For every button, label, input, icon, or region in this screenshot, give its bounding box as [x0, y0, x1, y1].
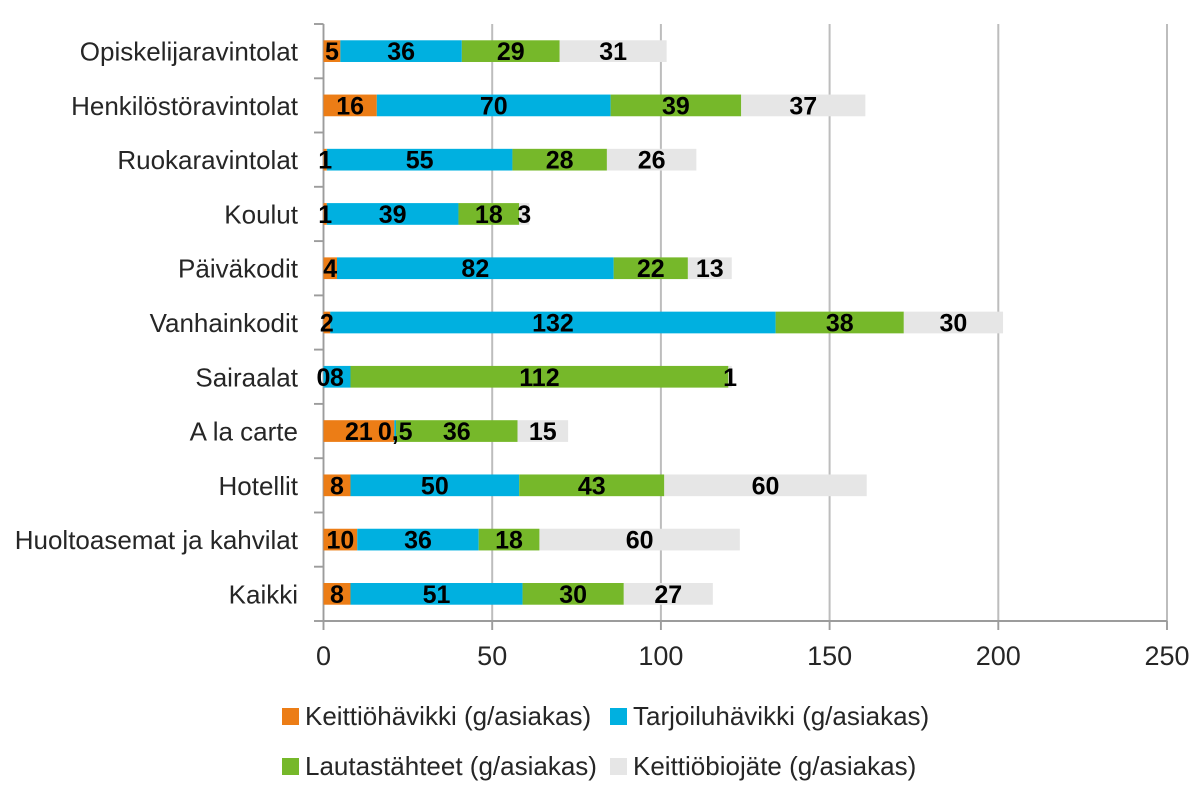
svg-text:1: 1 [318, 147, 332, 175]
svg-text:15: 15 [529, 418, 557, 446]
svg-text:100: 100 [638, 641, 683, 671]
svg-text:Opiskelijaravintolat: Opiskelijaravintolat [80, 37, 299, 67]
svg-text:18: 18 [475, 201, 503, 229]
svg-text:5: 5 [325, 38, 339, 66]
svg-text:Lautastähteet (g/asiakas): Lautastähteet (g/asiakas) [305, 751, 597, 781]
svg-text:Päiväkodit: Päiväkodit [178, 254, 299, 284]
svg-text:26: 26 [638, 147, 666, 175]
svg-text:150: 150 [807, 641, 852, 671]
svg-text:Henkilöstöravintolat: Henkilöstöravintolat [71, 91, 299, 121]
svg-text:Keittiöbiojäte (g/asiakas): Keittiöbiojäte (g/asiakas) [633, 751, 916, 781]
svg-text:10: 10 [326, 527, 354, 555]
svg-text:112: 112 [519, 364, 559, 392]
svg-text:30: 30 [559, 581, 587, 609]
svg-text:4: 4 [323, 255, 337, 283]
svg-text:Keittiöhävikki (g/asiakas): Keittiöhävikki (g/asiakas) [305, 701, 591, 731]
svg-text:3: 3 [517, 201, 531, 229]
svg-text:Vanhainkodit: Vanhainkodit [150, 308, 299, 338]
svg-text:1: 1 [318, 201, 332, 229]
svg-text:30: 30 [940, 310, 968, 338]
svg-text:132: 132 [532, 310, 574, 338]
svg-text:31: 31 [599, 38, 627, 66]
svg-text:22: 22 [637, 255, 665, 283]
svg-text:8: 8 [330, 364, 344, 392]
svg-text:36: 36 [443, 418, 471, 446]
svg-text:250: 250 [1144, 641, 1189, 671]
svg-text:13: 13 [696, 255, 724, 283]
svg-text:60: 60 [752, 472, 780, 500]
svg-text:27: 27 [654, 581, 682, 609]
svg-text:38: 38 [826, 310, 854, 338]
svg-text:200: 200 [976, 641, 1021, 671]
svg-text:70: 70 [480, 92, 508, 120]
svg-text:28: 28 [546, 147, 574, 175]
svg-text:16: 16 [336, 92, 364, 120]
svg-text:50: 50 [421, 472, 449, 500]
svg-text:Tarjoiluhävikki (g/asiakas): Tarjoiluhävikki (g/asiakas) [633, 701, 929, 731]
svg-text:55: 55 [406, 147, 434, 175]
svg-text:Sairaalat: Sairaalat [195, 362, 298, 392]
svg-text:29: 29 [497, 38, 525, 66]
svg-text:0: 0 [317, 364, 331, 392]
svg-text:Huoltoasemat ja kahvilat: Huoltoasemat ja kahvilat [15, 525, 299, 555]
svg-text:37: 37 [789, 92, 817, 120]
svg-text:Hotellit: Hotellit [219, 471, 299, 501]
svg-text:Kaikki: Kaikki [229, 579, 298, 609]
svg-text:36: 36 [387, 38, 415, 66]
svg-text:18: 18 [495, 527, 523, 555]
svg-text:8: 8 [330, 581, 344, 609]
svg-text:A la carte: A la carte [190, 417, 298, 447]
svg-text:51: 51 [423, 581, 451, 609]
svg-text:36: 36 [404, 527, 432, 555]
svg-text:60: 60 [626, 527, 654, 555]
svg-text:82: 82 [461, 255, 489, 283]
svg-text:Ruokaravintolat: Ruokaravintolat [117, 145, 298, 175]
svg-text:1: 1 [723, 364, 737, 392]
svg-text:2: 2 [320, 310, 334, 338]
svg-text:0: 0 [316, 641, 331, 671]
svg-text:8: 8 [330, 472, 344, 500]
svg-text:39: 39 [662, 92, 690, 120]
svg-text:0,5: 0,5 [378, 418, 413, 446]
svg-text:50: 50 [477, 641, 507, 671]
svg-text:21: 21 [345, 418, 373, 446]
svg-text:Koulut: Koulut [224, 199, 298, 229]
svg-text:39: 39 [379, 201, 407, 229]
svg-text:43: 43 [578, 472, 606, 500]
